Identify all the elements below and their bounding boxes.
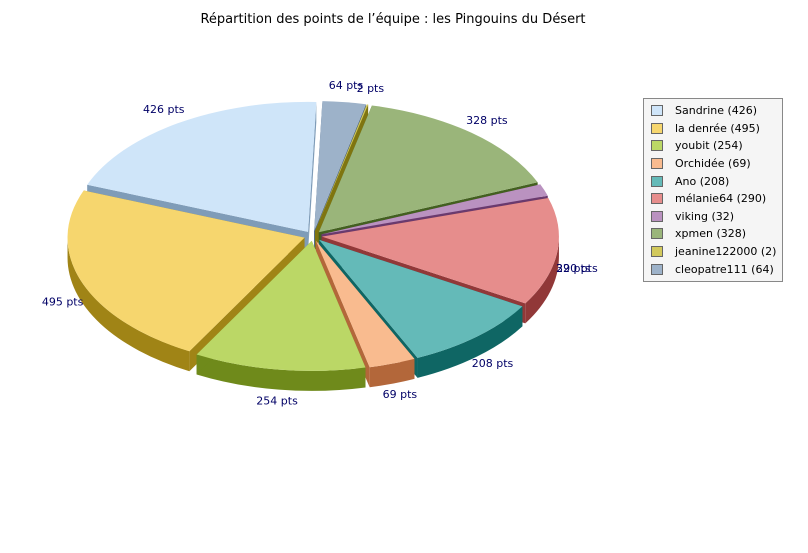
pie-slice-7 xyxy=(318,105,538,233)
pie-slice-5 xyxy=(321,198,559,304)
legend-item-9: cleopatre111 (64) xyxy=(644,260,782,278)
pie-slice-side-4-0 xyxy=(417,306,523,378)
legend-label: xpmen (328) xyxy=(675,227,747,241)
pie-slice-side-1-0 xyxy=(67,237,190,372)
pie-slice-side-2-0 xyxy=(196,354,366,391)
slice-label-9: 64 pts xyxy=(329,79,364,92)
slice-label-6: 32 pts xyxy=(556,262,591,275)
pie-slice-side-3-0 xyxy=(369,358,415,388)
slice-label-2: 254 pts xyxy=(256,395,298,408)
chart-legend: Sandrine (426) la denrée (495) youbit (254… xyxy=(643,98,783,282)
legend-label: viking (32) xyxy=(675,209,735,223)
legend-swatch xyxy=(651,105,663,117)
legend-swatch xyxy=(651,263,663,275)
legend-item-0: Sandrine (426) xyxy=(644,102,782,120)
legend-label: youbit (254) xyxy=(675,139,743,153)
legend-label: Ano (208) xyxy=(675,174,730,188)
pie-slice-side-5-0 xyxy=(525,236,559,324)
legend-label: Sandrine (426) xyxy=(675,104,758,118)
legend-swatch xyxy=(651,246,663,258)
pie-slice-8 xyxy=(314,104,369,232)
slice-label-1: 495 pts xyxy=(42,296,84,309)
pie-slice-9 xyxy=(314,101,366,232)
legend-swatch xyxy=(651,210,663,222)
legend-label: Orchidée (69) xyxy=(675,157,751,171)
pie-slice-3 xyxy=(315,240,415,368)
legend-swatch xyxy=(651,193,663,205)
legend-label: mélanie64 (290) xyxy=(675,192,767,206)
legend-swatch xyxy=(651,158,663,170)
pie-slice-4 xyxy=(319,239,523,358)
slice-label-0: 426 pts xyxy=(143,103,185,116)
legend-label: cleopatre111 (64) xyxy=(675,262,774,276)
pie-slice-6 xyxy=(321,184,548,235)
legend-swatch xyxy=(651,228,663,240)
pie-slice-2 xyxy=(196,240,366,371)
slice-label-3: 69 pts xyxy=(383,388,418,401)
legend-item-6: viking (32) xyxy=(644,208,782,226)
slice-label-4: 208 pts xyxy=(472,357,514,370)
pie-top-layer xyxy=(67,101,559,371)
chart-title: Répartition des points de l’équipe : les… xyxy=(200,12,586,27)
slice-label-5: 290 pts xyxy=(556,262,598,275)
legend-label: la denrée (495) xyxy=(675,121,760,135)
legend-swatch xyxy=(651,175,663,187)
legend-item-5: mélanie64 (290) xyxy=(644,190,782,208)
legend-label: jeanine122000 (2) xyxy=(675,245,777,259)
pie-slice-1 xyxy=(67,190,305,352)
legend-swatch xyxy=(651,140,663,152)
legend-item-2: youbit (254) xyxy=(644,137,782,155)
legend-item-3: Orchidée (69) xyxy=(644,155,782,173)
legend-item-7: xpmen (328) xyxy=(644,225,782,243)
pie-slice-0 xyxy=(87,101,317,232)
pie-labels-layer: 426 pts 495 pts 254 pts 69 pts 208 pts 290 pt… xyxy=(42,79,598,407)
slice-label-7: 328 pts xyxy=(466,114,508,127)
legend-item-8: jeanine122000 (2) xyxy=(644,243,782,261)
legend-item-1: la denrée (495) xyxy=(644,120,782,138)
legend-item-4: Ano (208) xyxy=(644,172,782,190)
slice-label-8: 2 pts xyxy=(357,82,385,95)
legend-swatch xyxy=(651,122,663,134)
pie-slice-wall-0-1 xyxy=(308,101,317,252)
